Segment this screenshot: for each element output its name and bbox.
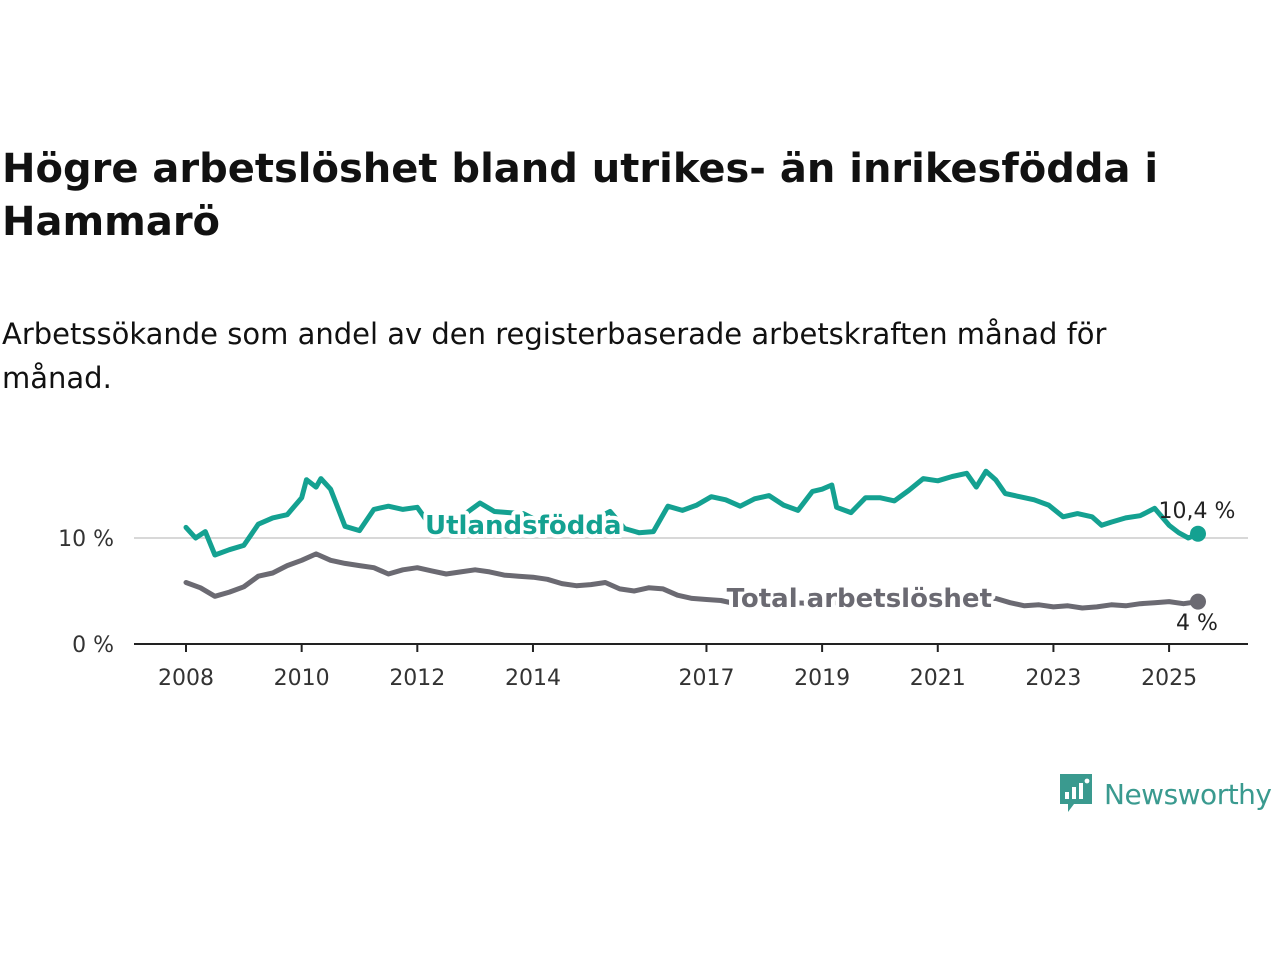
chart-subtitle: Arbetssökande som andel av den registerb… [2, 317, 1107, 395]
end-value-label-utlandsfodda: 10,4 % [1159, 499, 1236, 524]
brand-name: Newsworthy [1104, 777, 1272, 811]
y-tick-label: 10 % [58, 527, 114, 552]
end-point-total [1190, 593, 1206, 610]
series-line-utlandsfodda [183, 468, 1201, 558]
chart-title: Högre arbetslöshet bland utrikes- än inr… [2, 146, 1159, 245]
series-label-utlandsfodda: Utlandsfödda [425, 511, 622, 541]
x-tick-label: 2025 [1141, 666, 1197, 691]
x-tick-label: 2014 [505, 666, 561, 691]
newsworthy-brand[interactable]: Newsworthy [1058, 772, 1272, 816]
y-tick-label: 0 % [72, 633, 114, 658]
end-point-utlandsfodda [1190, 525, 1206, 542]
end-value-label-total: 4 % [1176, 611, 1218, 636]
series-line-total [183, 551, 1201, 611]
x-tick-label: 2010 [274, 666, 330, 691]
series-label-total: Total arbetslöshet [727, 584, 992, 614]
x-tick-label: 2019 [794, 666, 850, 691]
x-tick-label: 2017 [678, 666, 734, 691]
x-tick-label: 2021 [910, 666, 966, 691]
x-tick-label: 2023 [1025, 666, 1081, 691]
x-tick-label: 2012 [389, 666, 445, 691]
line-chart: 0 % 10 % 2008 2010 2012 2014 2017 2019 2021 2023 2… [58, 468, 1248, 691]
x-tick-label: 2008 [158, 666, 214, 691]
newsworthy-logo-icon [1060, 774, 1092, 812]
